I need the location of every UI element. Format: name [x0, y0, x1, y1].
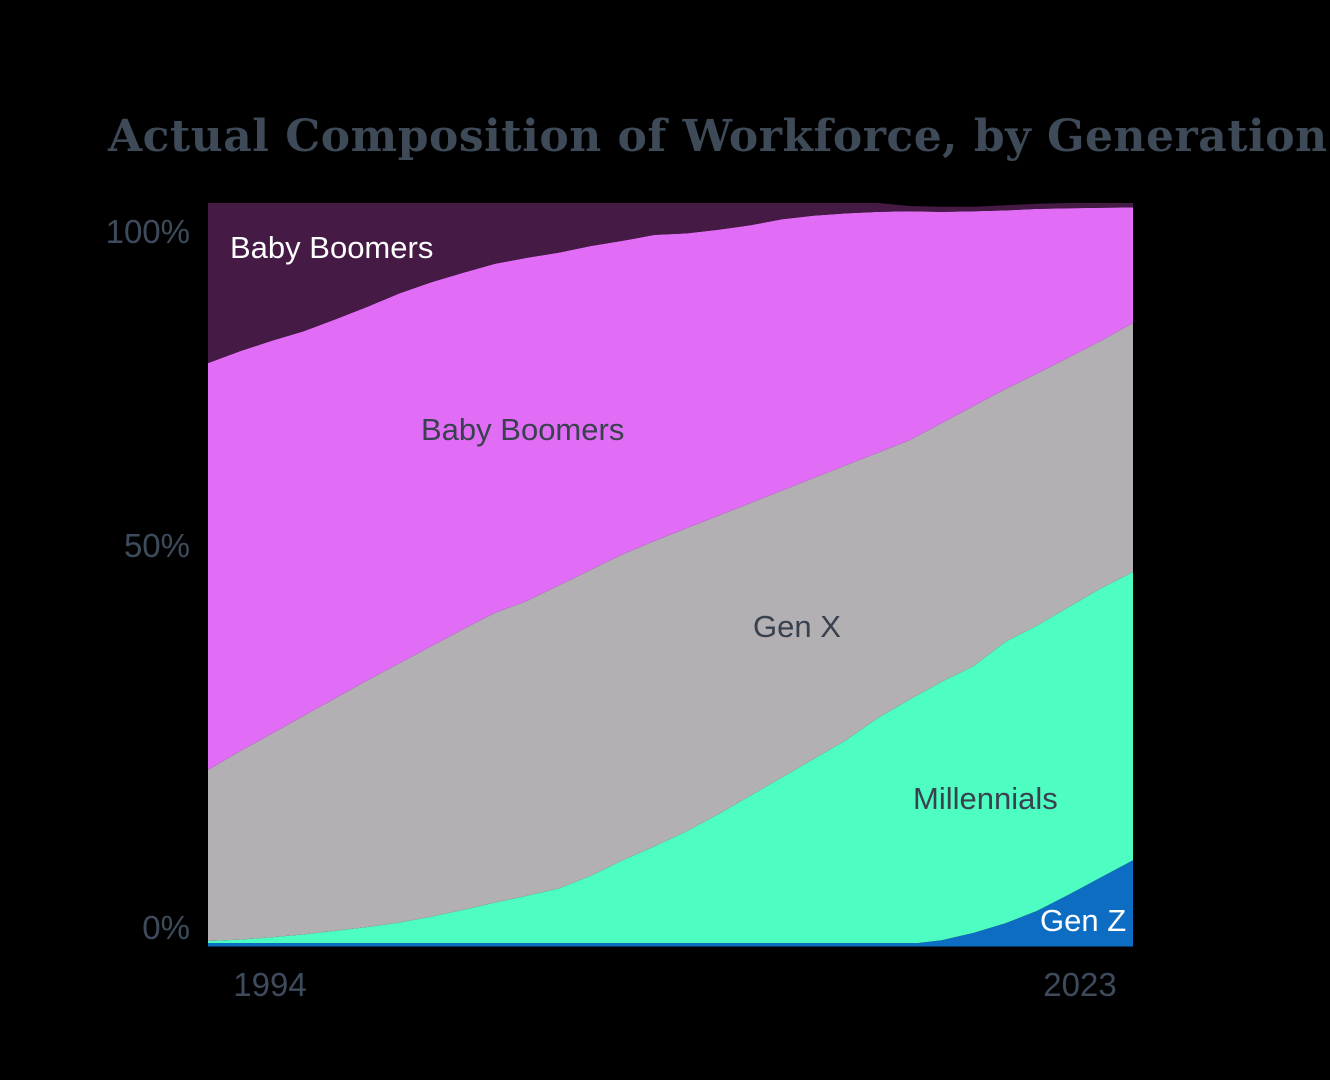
gen-x-band-label: Gen X [753, 609, 841, 644]
area-band-0-gen-z [208, 860, 1133, 944]
area-band-4-baby-boomers [208, 203, 1133, 364]
y-tick-0: 0% [142, 909, 190, 946]
top-band-label: Baby Boomers [230, 230, 433, 265]
x-tick-1994: 1994 [233, 966, 306, 1003]
y-tick-100: 100% [106, 213, 190, 250]
area-band-3-baby-boomers [208, 207, 1133, 770]
area-band-1-millennials [208, 572, 1133, 944]
millennials-band-label: Millennials [913, 781, 1058, 816]
y-tick-50: 50% [124, 527, 190, 564]
chart-title: Actual Composition of Workforce, by Gene… [107, 111, 1328, 162]
baby-boomers-band-label: Baby Boomers [421, 412, 624, 447]
gen-z-band-label: Gen Z [1040, 903, 1126, 938]
area-band-2-gen-x [208, 323, 1133, 941]
x-tick-2023: 2023 [1043, 966, 1116, 1003]
x-axis-line [208, 943, 1133, 947]
stacked-area-bands [208, 203, 1133, 944]
